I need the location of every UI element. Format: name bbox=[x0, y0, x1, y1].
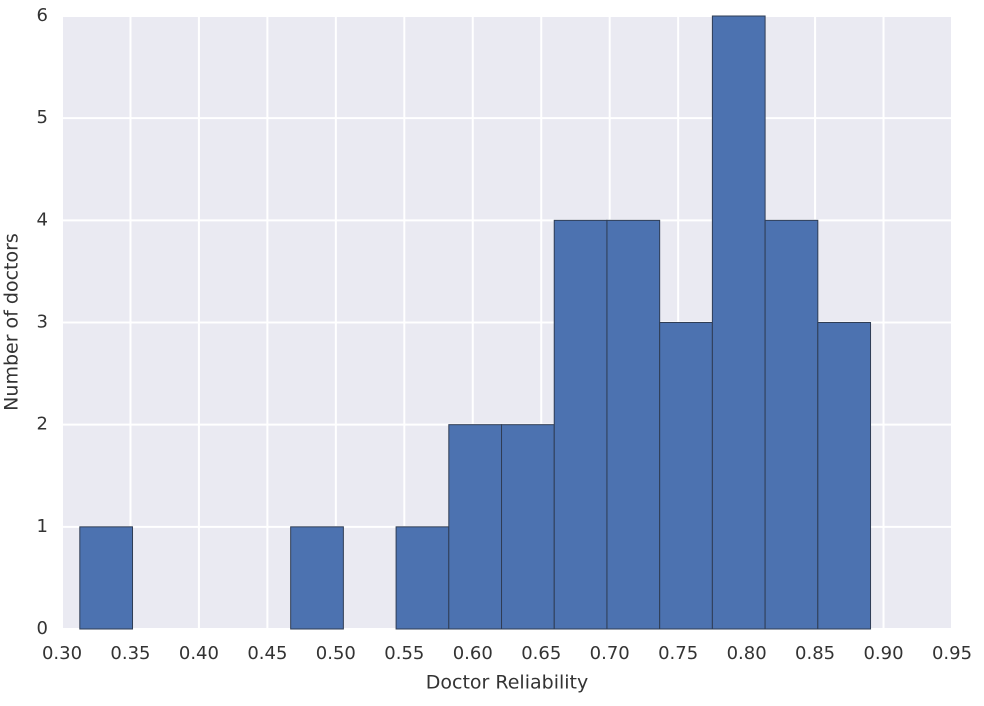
bar bbox=[606, 219, 661, 630]
bar bbox=[659, 322, 713, 630]
bar bbox=[711, 15, 766, 630]
y-axis-label: Number of doctors bbox=[1, 233, 23, 411]
y-tick-label: 2 bbox=[37, 414, 48, 435]
x-tick-label: 0.65 bbox=[521, 643, 561, 664]
x-tick-label: 0.55 bbox=[384, 643, 424, 664]
x-tick-label: 0.95 bbox=[932, 643, 972, 664]
x-tick-label: 0.30 bbox=[42, 643, 82, 664]
x-tick-label: 0.45 bbox=[247, 643, 287, 664]
x-tick-label: 0.70 bbox=[590, 643, 630, 664]
y-tick-label: 3 bbox=[37, 312, 48, 333]
x-tick-label: 0.60 bbox=[453, 643, 493, 664]
y-tick-label: 0 bbox=[37, 618, 48, 639]
bar bbox=[817, 322, 872, 630]
x-tick-label: 0.40 bbox=[179, 643, 219, 664]
bar bbox=[501, 424, 555, 630]
bar bbox=[79, 526, 134, 630]
y-tick-label: 5 bbox=[37, 107, 48, 128]
y-tick-label: 4 bbox=[37, 209, 48, 230]
x-tick-label: 0.50 bbox=[316, 643, 356, 664]
bar bbox=[553, 219, 608, 630]
bar bbox=[448, 424, 503, 630]
y-tick-label: 1 bbox=[37, 516, 48, 537]
bar bbox=[290, 526, 344, 630]
x-tick-label: 0.90 bbox=[863, 643, 903, 664]
x-tick-label: 0.35 bbox=[110, 643, 150, 664]
x-tick-label: 0.85 bbox=[795, 643, 835, 664]
x-tick-label: 0.75 bbox=[658, 643, 698, 664]
bar bbox=[395, 526, 450, 630]
y-tick-label: 6 bbox=[37, 5, 48, 26]
x-tick-label: 0.80 bbox=[727, 643, 767, 664]
x-axis-label: Doctor Reliability bbox=[426, 672, 588, 694]
bar bbox=[764, 219, 819, 630]
